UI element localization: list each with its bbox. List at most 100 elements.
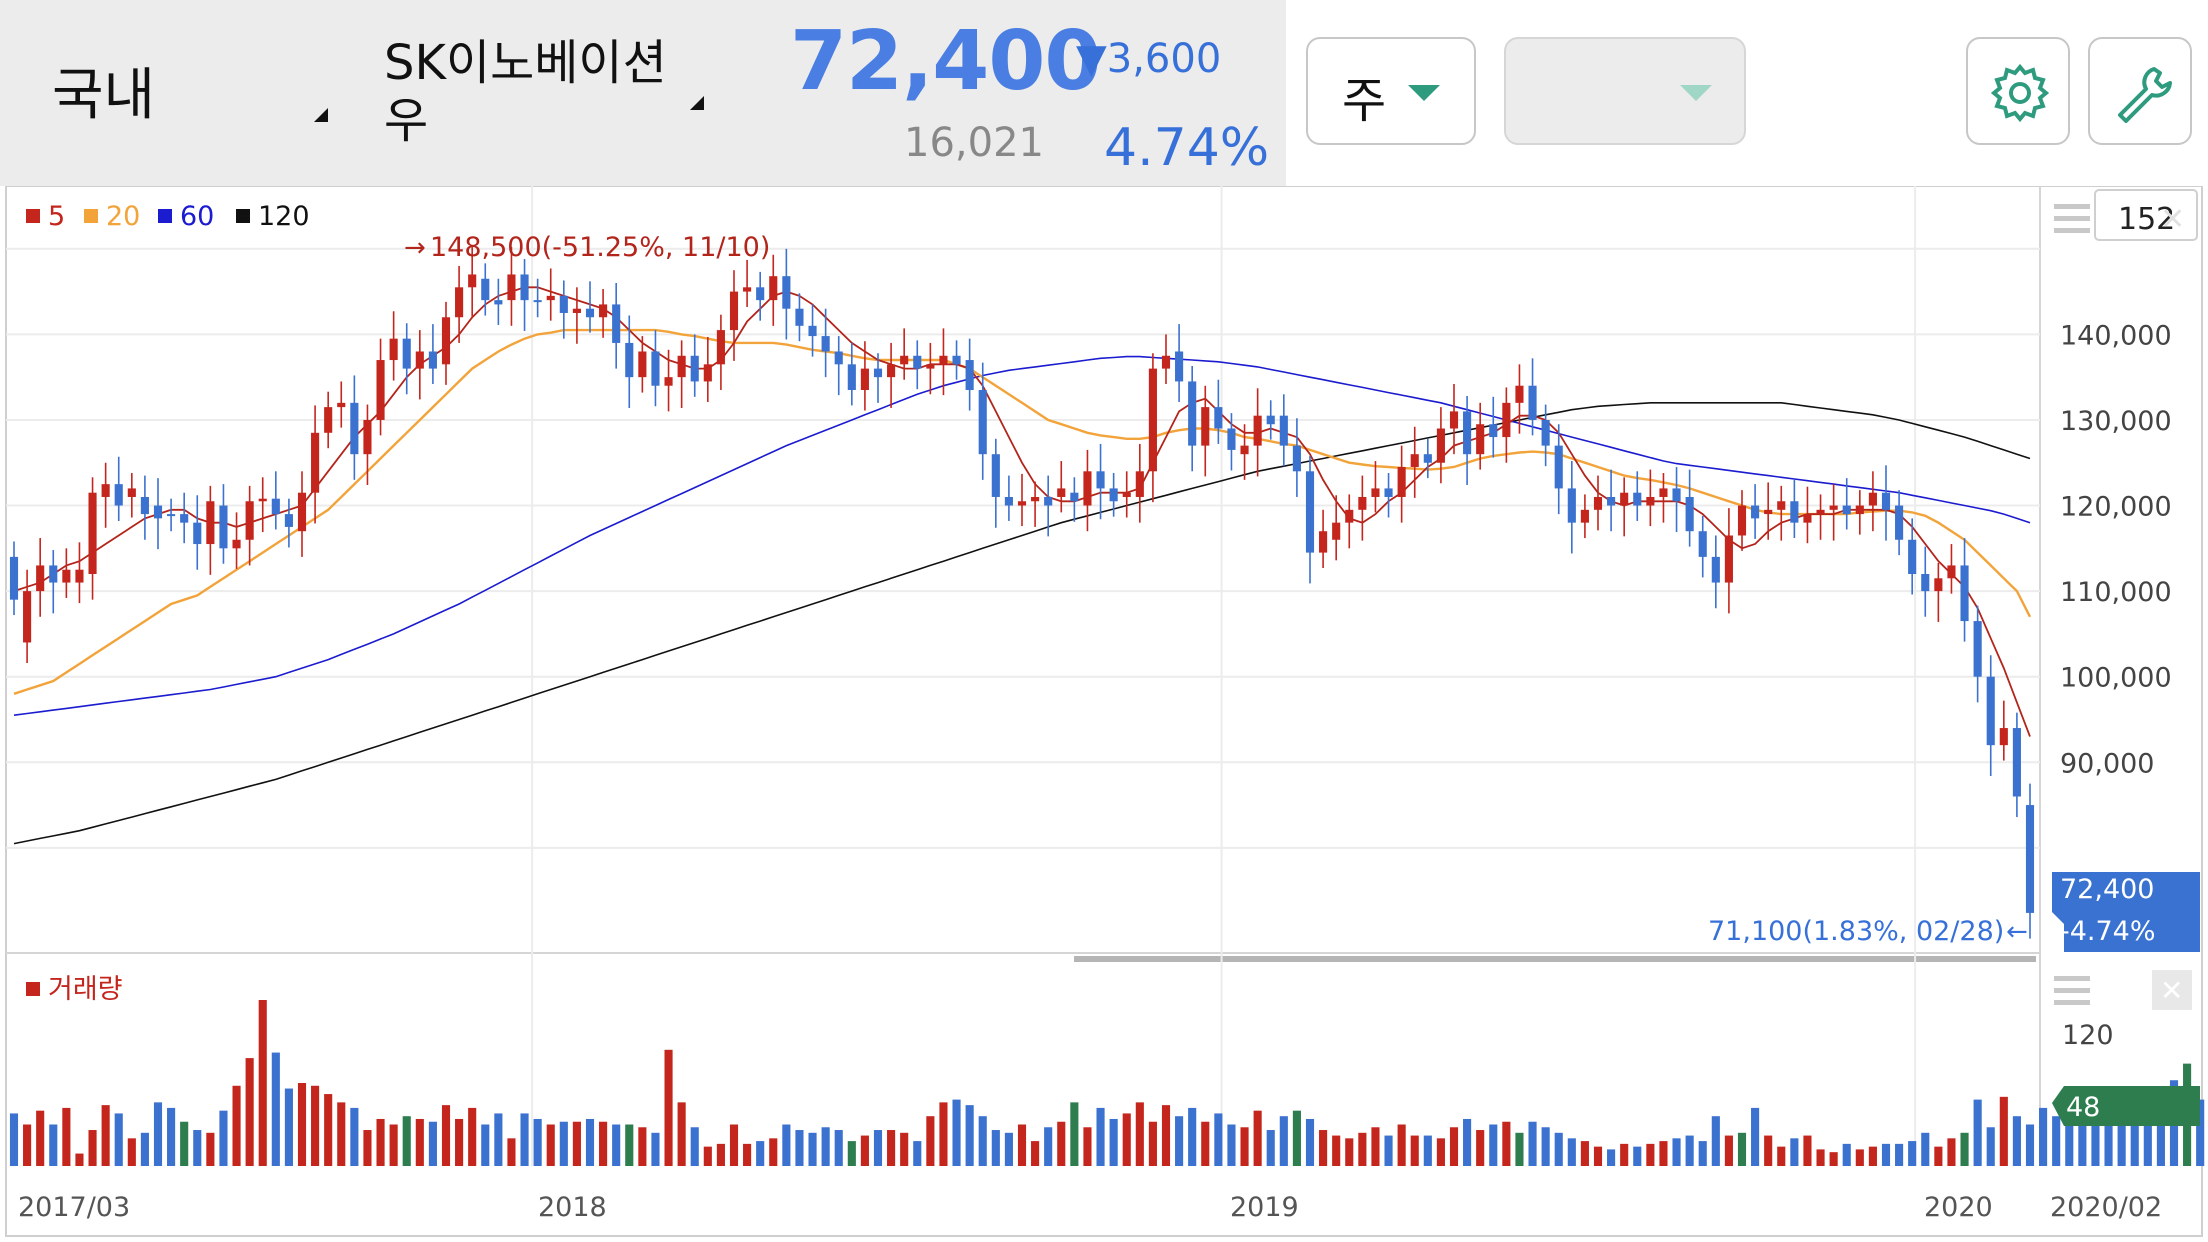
candle bbox=[860, 368, 869, 390]
volume-bar bbox=[114, 1113, 123, 1166]
moving-average-lines bbox=[13, 286, 2032, 845]
candle bbox=[1816, 509, 1825, 515]
candle bbox=[1031, 496, 1040, 502]
candle bbox=[1017, 501, 1027, 506]
candle bbox=[36, 565, 45, 592]
volume-bar bbox=[363, 1130, 372, 1166]
candle bbox=[677, 355, 686, 378]
volume-bar bbox=[1109, 1118, 1118, 1166]
volume-bar bbox=[1397, 1124, 1406, 1166]
x-label-2019: 2019 bbox=[1230, 1192, 1299, 1223]
market-dropdown-icon[interactable] bbox=[314, 108, 328, 122]
volume-bar bbox=[1188, 1107, 1197, 1166]
legend-5: 5 bbox=[48, 201, 65, 232]
volume-menu-icon[interactable] bbox=[2054, 976, 2090, 1005]
volume-bar bbox=[1201, 1121, 1210, 1166]
candle bbox=[1541, 419, 1550, 446]
stock-dropdown-icon[interactable] bbox=[690, 96, 704, 110]
volume-bar bbox=[1017, 1124, 1027, 1166]
y-tick-label: 90,000 bbox=[2060, 748, 2154, 779]
volume-bar bbox=[2104, 1118, 2113, 1166]
candle bbox=[2025, 805, 2035, 913]
volume-bar bbox=[1790, 1138, 1799, 1166]
volume-bar bbox=[926, 1116, 935, 1166]
volume-bar bbox=[2039, 1107, 2048, 1166]
candle bbox=[1646, 496, 1655, 506]
period-select[interactable]: 주 bbox=[1306, 37, 1476, 145]
stock-chart[interactable]: 140,000 130,000 120,000 110,000 100,000 90,00… bbox=[0, 186, 2208, 1242]
legend-swatch-120 bbox=[236, 209, 250, 223]
price-change: ▼3,600 bbox=[1076, 36, 1222, 82]
candle bbox=[1319, 531, 1328, 553]
candle bbox=[585, 308, 595, 318]
candle bbox=[1292, 445, 1301, 472]
candle bbox=[494, 300, 503, 305]
candle bbox=[1410, 454, 1419, 468]
volume-bar bbox=[167, 1107, 176, 1166]
stock-name-selector[interactable]: SK이노베이션우 bbox=[384, 35, 667, 149]
settings-button[interactable] bbox=[1966, 37, 2070, 145]
market-selector[interactable]: 국내 bbox=[52, 63, 156, 128]
candle bbox=[1449, 411, 1459, 429]
volume-bar bbox=[1345, 1138, 1354, 1166]
candle bbox=[808, 325, 817, 337]
volume-bar bbox=[415, 1118, 424, 1166]
candle bbox=[939, 355, 948, 365]
volume-bar bbox=[612, 1124, 621, 1166]
volume-bar bbox=[36, 1110, 45, 1166]
volume-current-badge bbox=[2052, 1086, 2200, 1126]
price-axis: 140,000 130,000 120,000 110,000 100,000 90,00… bbox=[2060, 320, 2172, 779]
volume-bar bbox=[245, 1058, 254, 1166]
volume-bar bbox=[1410, 1135, 1419, 1166]
volume-bar bbox=[782, 1124, 791, 1166]
volume-bar bbox=[1803, 1135, 1812, 1166]
candle bbox=[1227, 428, 1236, 450]
candle bbox=[245, 501, 254, 540]
candle bbox=[441, 317, 451, 365]
tools-button[interactable] bbox=[2088, 37, 2192, 145]
volume-bar bbox=[271, 1052, 280, 1166]
candle bbox=[127, 488, 136, 497]
candle bbox=[1476, 424, 1485, 455]
high-arrow-icon: → bbox=[404, 233, 426, 263]
volume-bar bbox=[1044, 1127, 1053, 1166]
chart-frame bbox=[5, 186, 2203, 1237]
chart-menu-icon[interactable] bbox=[2054, 204, 2090, 233]
candle bbox=[350, 402, 359, 455]
stock-header bbox=[0, 0, 1286, 186]
legend-60: 60 bbox=[180, 201, 214, 232]
y-tick-label: 110,000 bbox=[2060, 577, 2172, 608]
volume-bar bbox=[284, 1088, 293, 1166]
trade-volume: 16,021 bbox=[904, 120, 1044, 166]
volume-bars[interactable] bbox=[9, 1000, 2205, 1166]
period-select-value: 주 bbox=[1342, 73, 1387, 129]
volume-bar bbox=[2012, 1116, 2021, 1166]
candle bbox=[1332, 522, 1341, 540]
badge-change: -4.74% bbox=[2060, 916, 2156, 947]
view-count-box[interactable] bbox=[2094, 189, 2198, 241]
volume-bar bbox=[1567, 1138, 1576, 1166]
candle bbox=[1737, 505, 1747, 536]
candles[interactable] bbox=[9, 247, 2035, 939]
close-icon[interactable]: ✕ bbox=[2160, 202, 2185, 237]
candle bbox=[1724, 535, 1733, 583]
volume-bar bbox=[873, 1130, 883, 1166]
candle bbox=[795, 308, 804, 326]
close-icon[interactable]: ✕ bbox=[2160, 974, 2183, 1007]
ma-legend[interactable]: 5 20 60 120 bbox=[26, 201, 310, 232]
volume-bar bbox=[180, 1121, 189, 1166]
candle bbox=[206, 501, 215, 545]
wrench-icon bbox=[2118, 67, 2172, 123]
legend-120: 120 bbox=[258, 201, 310, 232]
candle bbox=[729, 291, 739, 331]
period2-select[interactable] bbox=[1504, 37, 1746, 145]
volume-bar bbox=[1777, 1146, 1786, 1166]
volume-bar bbox=[756, 1141, 765, 1166]
candle bbox=[1999, 728, 2008, 746]
candle bbox=[1371, 488, 1380, 497]
y-tick-label: 100,000 bbox=[2060, 663, 2172, 694]
volume-close-button[interactable] bbox=[2152, 970, 2192, 1010]
candle bbox=[651, 351, 660, 386]
volume-bar bbox=[769, 1138, 778, 1166]
view-count: 152 bbox=[2118, 202, 2175, 237]
